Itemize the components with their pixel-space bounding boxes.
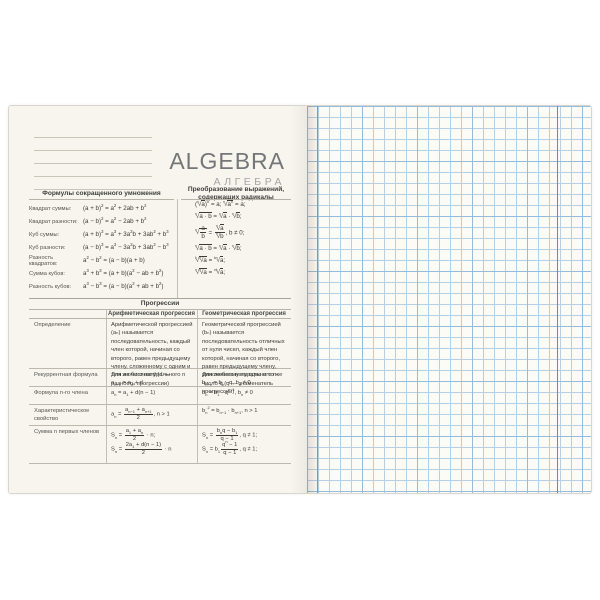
column-divider [177, 199, 178, 298]
formula-label: Квадрат разности: [29, 218, 78, 225]
spine-shadow [307, 106, 321, 493]
column-divider [106, 309, 107, 319]
table-row: Рекуррентная формула Для любого натуральн… [29, 369, 291, 387]
radical-formula: n√a · b = n√a · n√b; [195, 244, 242, 253]
name-ruled-line [34, 189, 152, 190]
formula-row: Квадрат разности: (a − b)2 = a2 − 2ab + b… [29, 215, 175, 228]
row-label: Формула n-го члена [34, 390, 88, 396]
radical-formula: n√a · b = n√a · n√b; [195, 211, 242, 220]
divider [29, 199, 174, 200]
table-row: Определение Арифметической прогрессией (a… [29, 319, 291, 395]
name-ruled-line [34, 150, 152, 151]
column-divider [197, 309, 198, 319]
multiplication-header: Формулы сокращенного умножения [42, 190, 161, 197]
formula-value: (a + b)2 = a2 + 2ab + b2 [83, 202, 147, 212]
formula-value: a3 − b3 = (a − b)(a2 + ab + b2) [83, 280, 164, 290]
name-ruled-line [34, 163, 152, 164]
radicals-header: Преобразование выражений, содержащих рад… [187, 186, 285, 202]
row-label: Рекуррентная формула [34, 372, 98, 378]
geometric-cell: Геометрической прогрессией (bₙ) называет… [197, 319, 291, 395]
radicals-list: (n√a)n = a; n√an = a; n√a · b = n√a · n√b… [189, 198, 291, 277]
right-page [307, 106, 591, 493]
formula-label: Квадрат суммы: [29, 205, 72, 212]
formula-value: a3 + b3 = (a + b)(a2 − ab + b2) [83, 267, 164, 277]
formula-row: Разность квадратов: a2 − b2 = (a − b)(a +… [29, 254, 175, 267]
formula-label: Разность кубов: [29, 283, 72, 290]
formula-value: (a − b)2 = a2 − 2ab + b2 [83, 215, 147, 225]
formula-value: (a + b)3 = a3 + 3a2b + 3ab2 + b3 [83, 228, 169, 238]
formula-label: Сумма кубов: [29, 270, 65, 277]
formula-value: (a − b)3 = a3 − 3a2b + 3ab2 − b3 [83, 241, 169, 251]
radical-formula: n√k√a = nk√a; [195, 268, 226, 277]
arithmetic-cell: Для любого натурального n an+1 = an + d [106, 369, 197, 387]
arithmetic-cell: an = a1 + d(n − 1) [106, 387, 197, 404]
table-row: Характеристическое свойство an = an−1 + a… [29, 405, 291, 426]
formula-row: Сумма кубов: a3 + b3 = (a + b)(a2 − ab + … [29, 267, 175, 280]
formula-value: a2 − b2 = (a − b)(a + b) [83, 254, 145, 264]
subject-title-en: ALGEBRA [169, 148, 285, 174]
divider [29, 298, 291, 299]
left-page: ALGEBRA АЛГЕБРА Формулы сокращенного умн… [9, 106, 307, 493]
radical-formula: n√ a b = n√a n√b, b ≠ 0; [195, 223, 245, 241]
geometric-cell: bn2 = bn−1 · bn+1, n > 1 [197, 405, 291, 425]
formula-row: Куб разности: (a − b)3 = a3 − 3a2b + 3ab2… [29, 241, 175, 254]
arithmetic-cell: Арифметической прогрессией (aₙ) называет… [106, 319, 197, 387]
name-ruled-line [34, 176, 152, 177]
table-row: Формула n-го члена an = a1 + d(n − 1) bn =… [29, 387, 291, 405]
grid-paper [307, 106, 591, 493]
row-label: Определение [34, 322, 71, 328]
divider [29, 318, 291, 319]
table-row: Сумма n первых членов Sn = a1 + an 2 · n; S… [29, 426, 291, 464]
blue-edge-line [317, 106, 318, 493]
row-label: Характеристическое свойство [34, 408, 90, 423]
red-margin-line [557, 106, 558, 493]
geometric-cell: Для любого натурального n bn+1 = bn · q, … [197, 369, 291, 387]
divider [181, 199, 291, 200]
name-ruled-line [34, 137, 152, 138]
arithmetic-cell: an = an−1 + an+1 2, n > 1 [106, 405, 197, 425]
divider [29, 309, 291, 310]
formula-label: Куб разности: [29, 244, 66, 251]
subject-title: ALGEBRA АЛГЕБРА [169, 150, 285, 188]
arithmetic-cell: Sn = a1 + an 2 · n; Sn = 2a1 + d(n − 1) 2 ·… [106, 426, 197, 463]
column-header-arithmetic: Арифметическая прогрессия [107, 311, 195, 317]
formula-row: Квадрат суммы: (a + b)2 = a2 + 2ab + b2 [29, 202, 175, 215]
subject-title-ru: АЛГЕБРА [213, 176, 285, 188]
row-label: Сумма n первых членов [34, 429, 100, 435]
geometric-cell: bn = b1 · qn−1, bn ≠ 0 [197, 387, 291, 404]
formula-label: Разность квадратов: [29, 254, 58, 267]
formula-row: Куб суммы: (a + b)3 = a3 + 3a2b + 3ab2 + … [29, 228, 175, 241]
multiplication-table: Квадрат суммы: (a + b)2 = a2 + 2ab + b2 Кв… [29, 202, 175, 293]
notebook-spread: ALGEBRA АЛГЕБРА Формулы сокращенного умн… [8, 105, 592, 494]
progressions-table: Определение Арифметической прогрессией (a… [29, 319, 291, 464]
formula-row: Разность кубов: a3 − b3 = (a − b)(a2 + ab… [29, 280, 175, 293]
formula-label: Куб суммы: [29, 231, 60, 238]
radical-formula: (n√a)n = a; n√an = a; [195, 198, 246, 208]
radical-formula: k√n√a = kn√a; [195, 256, 226, 265]
progressions-header: Прогрессии [140, 300, 180, 307]
column-header-geometric: Геометрическая прогрессия [202, 311, 286, 317]
